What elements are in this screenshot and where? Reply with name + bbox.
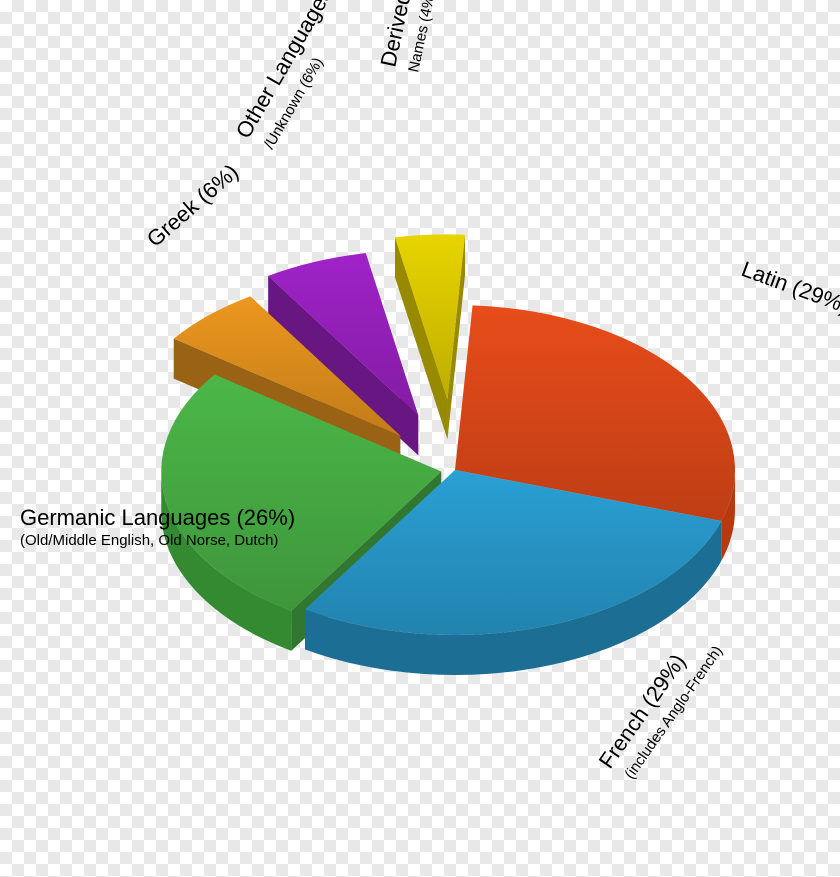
label-greek: Greek (6%) — [142, 159, 243, 252]
pie-chart: Latin (29%)French (29%)(includes Anglo-F… — [0, 0, 840, 877]
sublabel-germanic: (Old/Middle English, Old Norse, Dutch) — [20, 532, 278, 549]
label-germanic: Germanic Languages (26%) — [20, 505, 295, 530]
label-latin: Latin (29%) — [738, 256, 840, 318]
